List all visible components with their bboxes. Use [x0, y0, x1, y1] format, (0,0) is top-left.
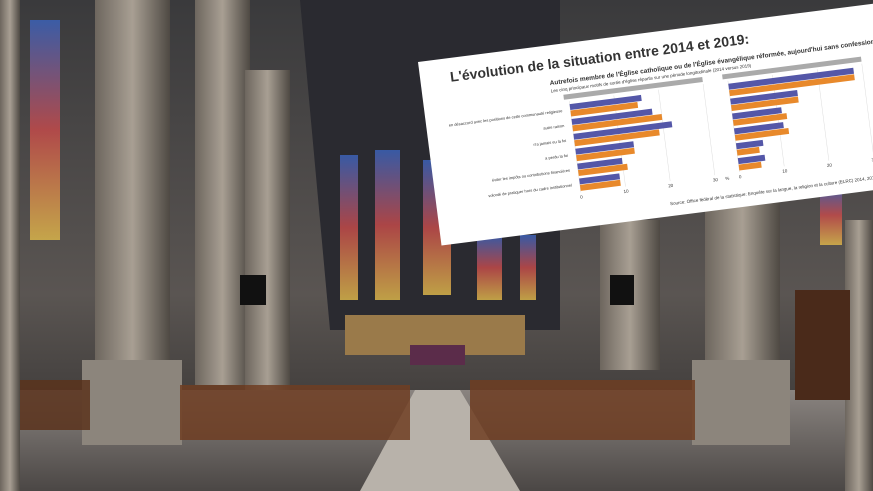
- x-tick-label: 10: [782, 168, 788, 174]
- x-tick-label: 30: [871, 157, 873, 163]
- bar: [738, 161, 762, 171]
- x-tick-label: 10: [623, 188, 629, 194]
- bar: [732, 107, 782, 120]
- bar: [730, 90, 798, 105]
- bar: [735, 139, 764, 150]
- x-tick-label: 30: [713, 177, 719, 183]
- x-axis-label: %: [725, 176, 730, 181]
- bar: [570, 101, 639, 117]
- x-tick-label: 20: [668, 183, 674, 189]
- bar: [737, 154, 766, 165]
- bar: [579, 173, 621, 185]
- category-label: n'a jamais eu la foi: [533, 138, 566, 147]
- bar: [577, 157, 623, 170]
- category-label: a perdu la foi: [545, 153, 569, 161]
- x-tick-label: 0: [739, 174, 743, 179]
- panel-header: [563, 77, 703, 100]
- bar: [579, 179, 621, 191]
- bar: [574, 129, 660, 147]
- grid-line: [658, 89, 671, 181]
- x-tick-label: 20: [827, 162, 833, 168]
- grid-line: [861, 63, 873, 155]
- bar: [731, 96, 799, 112]
- bar: [575, 141, 635, 155]
- bar: [571, 108, 653, 125]
- bar: [728, 67, 855, 90]
- bar: [733, 122, 784, 135]
- grid-line: [702, 83, 716, 176]
- chart-card: L'évolution de la situation entre 2014 e…: [418, 2, 873, 246]
- bar: [578, 163, 628, 176]
- category-label: autre raison: [543, 123, 565, 131]
- bar: [572, 113, 663, 132]
- panel-header: [722, 56, 862, 80]
- bar: [569, 94, 642, 111]
- bar: [573, 121, 673, 140]
- bar: [576, 147, 635, 162]
- x-tick-label: 0: [580, 194, 584, 199]
- bar: [734, 127, 790, 141]
- bar: [729, 74, 855, 97]
- bar: [736, 146, 760, 156]
- bar: [732, 113, 788, 126]
